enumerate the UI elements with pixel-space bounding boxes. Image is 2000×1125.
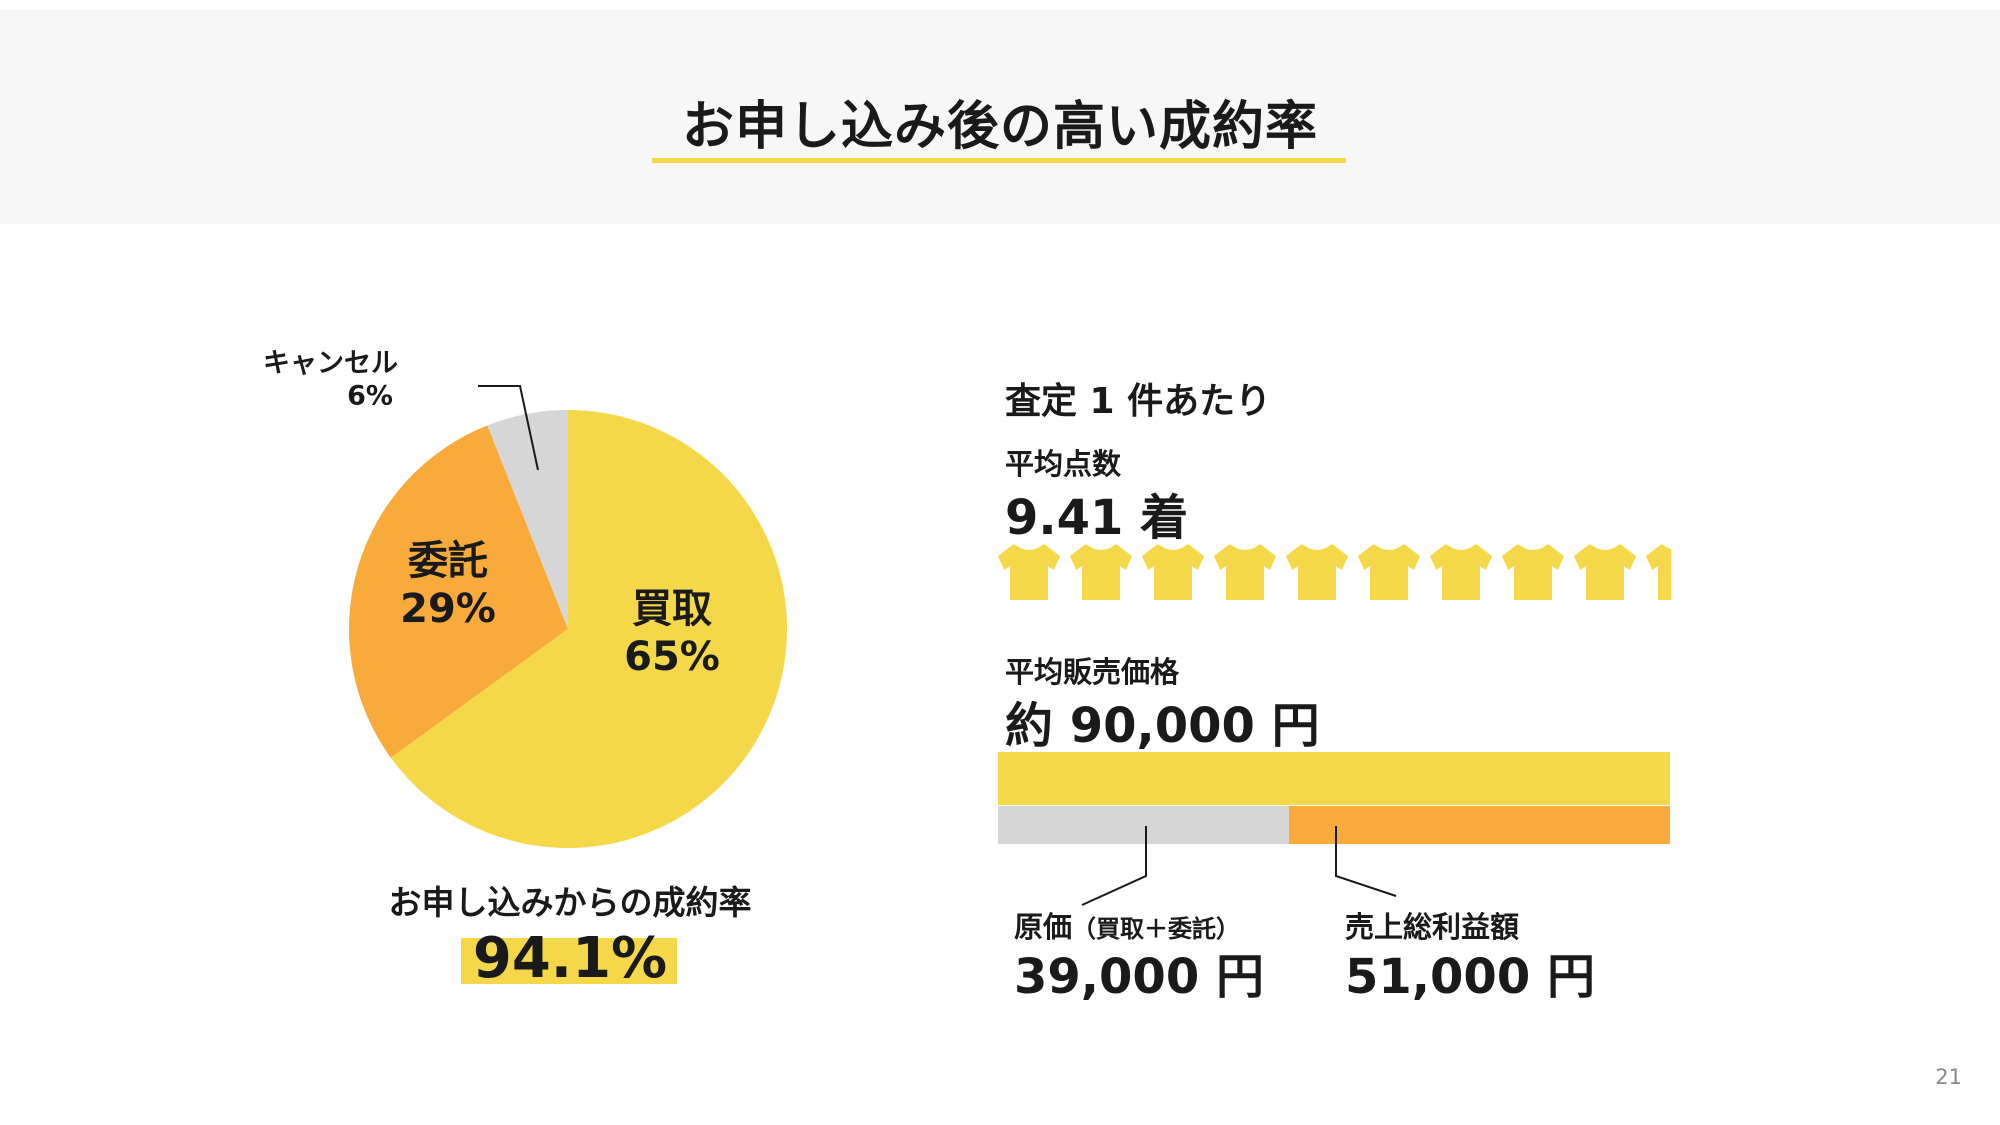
page-title: お申し込み後の高い成約率 bbox=[681, 97, 1318, 157]
tshirt-icon bbox=[998, 544, 1060, 600]
title-underline bbox=[652, 158, 1346, 163]
tshirt-icon bbox=[1502, 544, 1564, 600]
cost-bar bbox=[998, 806, 1290, 844]
profit-label: 売上総利益額 bbox=[1345, 910, 1520, 944]
profit-value: 51,000 円 bbox=[1345, 949, 1595, 1005]
tshirt-icon bbox=[1574, 544, 1636, 600]
conversion-highlight bbox=[461, 938, 677, 984]
pie-slice-1 bbox=[349, 425, 568, 758]
pie-slice-value: 65% bbox=[624, 634, 720, 680]
cost-label: 原価（買取＋委託） bbox=[1014, 910, 1241, 944]
tshirt-icon bbox=[1358, 544, 1420, 600]
tshirt-icon bbox=[1214, 544, 1276, 600]
tshirt-icon bbox=[1286, 544, 1348, 600]
conversion-label: お申し込みからの成約率 bbox=[388, 883, 752, 922]
tshirt-icon-row bbox=[998, 544, 1672, 600]
section-heading: 査定 1 件あたり bbox=[1005, 381, 1272, 422]
pie-slice-label: 委託 bbox=[408, 538, 488, 584]
cost-label-note: （買取＋委託） bbox=[1072, 915, 1241, 943]
pie-slice-label: キャンセル bbox=[263, 348, 398, 379]
average-count-value: 9.41 着 bbox=[1005, 490, 1189, 546]
cost-value: 39,000 円 bbox=[1014, 949, 1264, 1005]
conversion-value: 94.1% bbox=[472, 926, 668, 991]
profit-bar bbox=[1289, 806, 1670, 844]
pie-slice-value: 29% bbox=[400, 586, 496, 632]
pie-slice-0 bbox=[390, 410, 787, 848]
page-number: 21 bbox=[1935, 1065, 1962, 1089]
tshirt-icon bbox=[1646, 544, 1672, 600]
average-price-label: 平均販売価格 bbox=[1005, 655, 1180, 689]
tshirt-icon bbox=[1142, 544, 1204, 600]
average-price-value: 約 90,000 円 bbox=[1005, 698, 1320, 754]
average-count-label: 平均点数 bbox=[1005, 447, 1122, 481]
pie-slice-value: 6% bbox=[347, 380, 393, 411]
tshirt-icon bbox=[1070, 544, 1132, 600]
price-total-bar bbox=[998, 752, 1670, 805]
tshirt-icon bbox=[1430, 544, 1492, 600]
pie-slice-label: 買取 bbox=[632, 586, 712, 632]
header-band bbox=[0, 10, 2000, 224]
